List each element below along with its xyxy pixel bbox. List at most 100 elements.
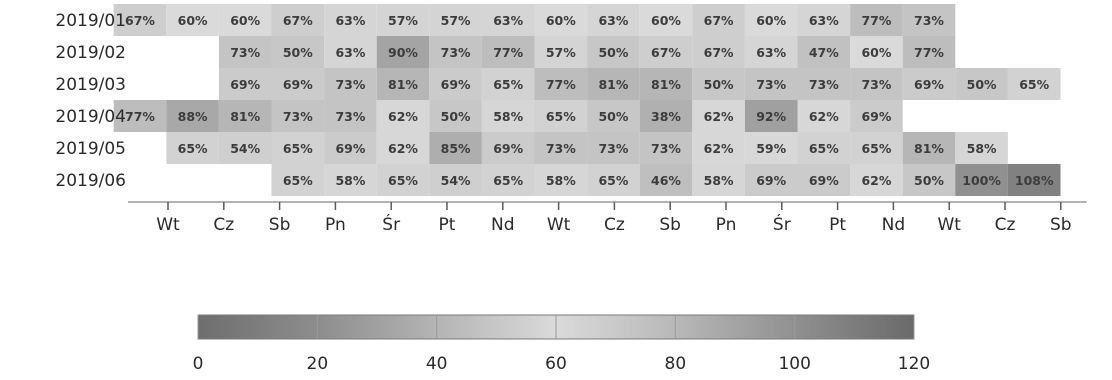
heatmap-cell-label: 50% xyxy=(704,77,734,92)
heatmap-cell-label: 73% xyxy=(335,109,365,124)
heatmap-cell xyxy=(744,164,798,196)
heatmap-cell-label: 58% xyxy=(546,173,576,188)
row-label: 2019/03 xyxy=(55,75,126,95)
heatmap-cell-label: 57% xyxy=(546,45,576,60)
heatmap-cell xyxy=(324,132,377,164)
heatmap-cell-label: 69% xyxy=(230,77,260,92)
heatmap-cell xyxy=(692,4,745,36)
heatmap-cell xyxy=(271,100,325,132)
x-tick-label: Nd xyxy=(882,215,906,235)
heatmap-cell xyxy=(166,4,219,36)
heatmap-cell xyxy=(1007,68,1061,100)
colorbar-tick-label: 80 xyxy=(665,354,687,374)
x-tick-label: Śr xyxy=(382,213,400,235)
heatmap-cell-label: 50% xyxy=(967,77,997,92)
heatmap-cell xyxy=(850,36,903,68)
heatmap-cell xyxy=(797,68,851,100)
heatmap-cell-label: 69% xyxy=(809,173,839,188)
heatmap-cell xyxy=(587,132,640,164)
x-tick-label: Sb xyxy=(659,215,681,235)
heatmap-cell xyxy=(850,4,903,36)
heatmap-cell-label: 77% xyxy=(546,77,576,92)
heatmap-cell xyxy=(429,132,482,164)
heatmap-cell xyxy=(902,36,956,68)
heatmap-cell-label: 69% xyxy=(861,109,891,124)
heatmap-cell-label: 65% xyxy=(546,109,576,124)
heatmap-cell-label: 69% xyxy=(493,141,523,156)
heatmap-cell xyxy=(639,36,693,68)
colorbar-tick-label: 20 xyxy=(307,354,329,374)
heatmap-cell-label: 90% xyxy=(388,45,418,60)
heatmap-cell-label: 57% xyxy=(441,13,471,28)
row-label: 2019/04 xyxy=(55,107,126,127)
heatmap-cell xyxy=(324,164,377,196)
heatmap-cell-label: 65% xyxy=(1019,77,1049,92)
heatmap-cell xyxy=(534,68,588,100)
heatmap-cell-label: 81% xyxy=(651,77,681,92)
heatmap-cell xyxy=(797,164,851,196)
heatmap-cell xyxy=(955,164,1008,196)
heatmap-cell-label: 60% xyxy=(756,13,786,28)
heatmap-cell-label: 69% xyxy=(756,173,786,188)
heatmap-cell xyxy=(271,36,325,68)
heatmap-cell xyxy=(271,132,325,164)
heatmap-cell xyxy=(271,4,325,36)
heatmap-cell xyxy=(376,36,430,68)
heatmap-cell-labels: 67% 60% 60% 67% 63% 57% 57% 63% 60% 63% 60% 67% 60% 6… xyxy=(125,13,1054,188)
heatmap-cell-label: 73% xyxy=(598,141,628,156)
row-label: 2019/01 xyxy=(55,11,126,31)
heatmap-cell-label: 108% xyxy=(1015,173,1054,188)
heatmap-cell-label: 46% xyxy=(651,173,681,188)
heatmap-cell xyxy=(534,132,588,164)
colorbar-tick-label: 60 xyxy=(545,354,567,374)
heatmap-cell-label: 73% xyxy=(861,77,891,92)
heatmap-cell-label: 65% xyxy=(493,173,523,188)
heatmap-cell-label: 54% xyxy=(441,173,471,188)
heatmap-cell-label: 69% xyxy=(283,77,313,92)
colorbar-tick-label: 100 xyxy=(778,354,810,374)
heatmap-cell-label: 100% xyxy=(962,173,1001,188)
heatmap-cell-label: 54% xyxy=(230,141,260,156)
heatmap-cell-label: 69% xyxy=(914,77,944,92)
heatmap-cell xyxy=(797,36,851,68)
row-label: 2019/02 xyxy=(55,43,126,63)
heatmap-cell xyxy=(744,100,798,132)
heatmap-cell-label: 50% xyxy=(914,173,944,188)
heatmap-cell-label: 81% xyxy=(598,77,628,92)
heatmap-cell-label: 62% xyxy=(704,109,734,124)
heatmap-cell xyxy=(692,100,745,132)
heatmap-cell xyxy=(376,132,430,164)
heatmap-cell-label: 63% xyxy=(335,13,365,28)
heatmap-cell xyxy=(692,164,745,196)
heatmap-cell-label: 65% xyxy=(809,141,839,156)
heatmap-cell-label: 47% xyxy=(809,45,839,60)
x-tick-label: Wt xyxy=(547,215,571,235)
heatmap-cell xyxy=(534,4,588,36)
heatmap-cell xyxy=(587,36,640,68)
heatmap-cell xyxy=(639,100,693,132)
heatmap-cell-label: 88% xyxy=(178,109,208,124)
heatmap-cell-label: 62% xyxy=(388,141,418,156)
heatmap-cell xyxy=(166,100,219,132)
heatmap-cell-label: 58% xyxy=(967,141,997,156)
heatmap-cell xyxy=(481,68,535,100)
heatmap-cell xyxy=(902,68,956,100)
heatmap-cell xyxy=(218,4,272,36)
heatmap-cell-label: 60% xyxy=(861,45,891,60)
heatmap-cell-label: 60% xyxy=(651,13,681,28)
heatmap-cell-label: 67% xyxy=(125,13,155,28)
x-tick-label: Śr xyxy=(773,213,791,235)
heatmap-cell xyxy=(744,132,798,164)
heatmap-cell-label: 62% xyxy=(861,173,891,188)
heatmap-cell xyxy=(113,4,167,36)
colorbar: 0 20 40 60 80 100 120 xyxy=(193,314,930,374)
row-label: 2019/05 xyxy=(55,139,126,159)
heatmap-cell xyxy=(271,68,325,100)
heatmap-cell-label: 63% xyxy=(809,13,839,28)
x-tick-label: Sb xyxy=(269,215,291,235)
heatmap-cell xyxy=(481,100,535,132)
x-tick-label: Pt xyxy=(439,215,456,235)
heatmap-cell-label: 65% xyxy=(283,141,313,156)
x-tick-label: Wt xyxy=(937,215,961,235)
